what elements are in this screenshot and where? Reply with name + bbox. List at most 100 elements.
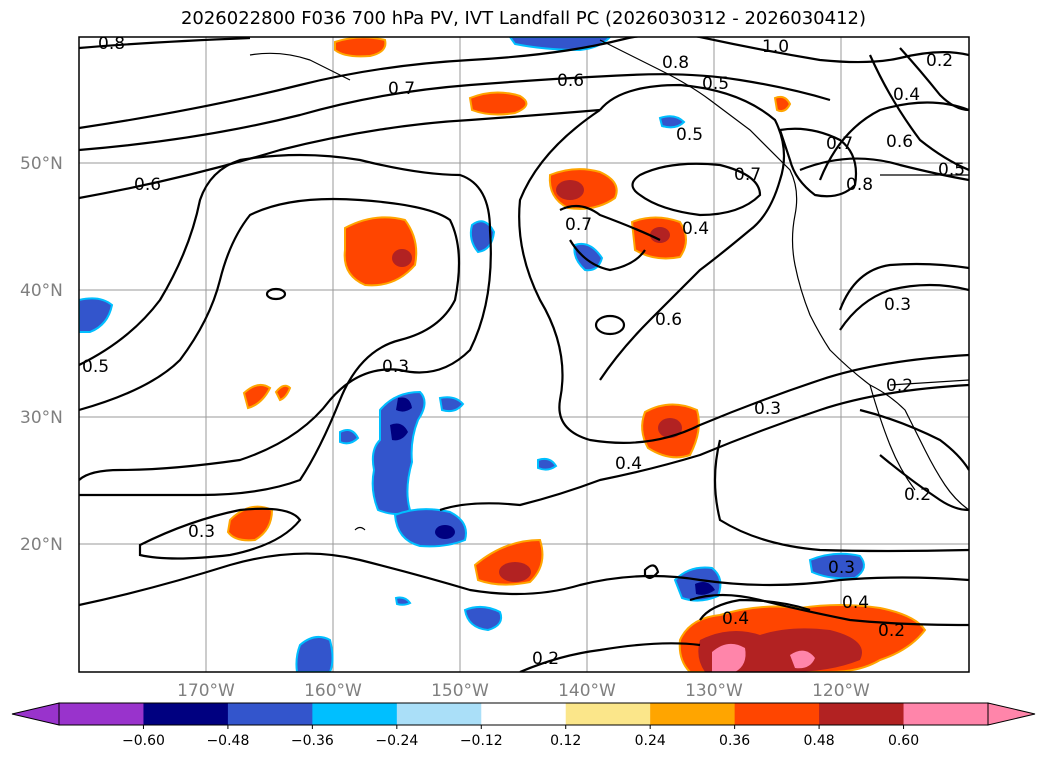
colorbar-tick-label: −0.48 [206,733,249,749]
lon-label: 160°W [304,681,362,701]
contour-line [79,153,492,481]
contour-line [879,454,969,512]
pos-region [773,95,792,113]
pos-region [468,91,528,116]
neg-region [339,429,360,445]
contour-label: 0.3 [188,522,215,542]
lon-label: 170°W [177,681,235,701]
neg-region [394,596,412,606]
pos-peak [712,643,746,672]
contour-line [79,73,831,152]
border-us-mexico [889,379,969,386]
neg-core [435,525,455,539]
contour-line [79,108,601,200]
colorbar-tick-label: 0.36 [719,733,750,749]
contour-line [699,37,969,64]
contour-label: 0.6 [134,175,161,195]
contour-label: 0.7 [388,79,415,99]
contour-line [839,283,969,331]
neg-core [396,397,412,412]
contour-label: 0.6 [557,71,584,91]
contour-label: 0.5 [676,125,703,145]
lat-label: 20°N [20,535,63,555]
pos-core [499,562,531,582]
neg-region [371,390,426,515]
pos-core [556,180,584,200]
contour-line [559,204,661,241]
colorbar-bin [734,703,820,725]
contour-line [699,598,811,621]
neg-region [438,396,465,413]
colorbar-bin [565,703,651,725]
coastline-west-america [599,39,969,511]
neg-region [295,635,334,672]
colorbar-tick-label: −0.60 [122,733,165,749]
neg-region [79,297,114,333]
contour-label: 1.0 [762,37,789,57]
lon-label: 150°W [431,681,489,701]
pos-region [242,383,272,410]
contour-label: 0.6 [886,132,913,152]
colorbar-bin [227,703,313,725]
neg-core [695,582,715,595]
colorbar-ticks: −0.60 −0.48 −0.36 −0.24 −0.12 0.12 0.24 0.36 0.4… [122,725,919,749]
lon-label: 140°W [558,681,616,701]
contour-line [599,83,786,381]
colorbar-extend-max [987,702,1036,726]
colorbar-bins [59,703,989,725]
pv-contours [79,37,969,672]
contour-line [519,642,701,672]
contour-line [79,37,251,50]
contour-line [899,47,969,112]
contour-label: 0.2 [926,51,953,71]
colorbar-bin [396,703,482,725]
contour-line [79,197,461,497]
contour-line [439,383,969,512]
colorbar-bin [903,703,989,725]
contour-line [569,239,646,272]
contour-label: 0.4 [615,454,642,474]
longitude-labels: 170°W 160°W 150°W 140°W 130°W 120°W [177,681,870,701]
neg-region [658,115,686,129]
coastlines [249,39,969,531]
contour-label: 0.4 [722,609,749,629]
colorbar-outline [58,702,989,726]
coastline-aleutians [249,52,351,81]
contour-label: 0.5 [702,74,729,94]
contour-labels: 0.8 1.0 0.7 0.6 0.8 0.5 0.5 0.4 0.7 0.6 … [82,34,965,669]
contour-label: 0.3 [828,558,855,578]
neg-region [469,220,496,254]
contour-label: 0.7 [826,134,853,154]
lon-label: 120°W [812,681,870,701]
contour-label: 0.3 [754,399,781,419]
contour-line [868,54,969,172]
plot-title: 2026022800 F036 700 hPa PV, IVT Landfall… [180,8,867,29]
colorbar-tick-label: 0.24 [635,733,666,749]
contour-line [643,564,660,579]
pos-core [650,227,670,243]
pos-core [392,249,412,267]
colorbar-tick-label: 0.60 [888,733,919,749]
gridlines [79,37,969,672]
colorbar-bin [481,703,567,725]
colorbar-extend-min [11,702,60,726]
pos-region [226,505,274,542]
contour-line [518,109,969,444]
coastline-baja [869,384,916,491]
contour-line [631,162,762,217]
contour-label: 0.4 [842,593,869,613]
contour-label: 0.7 [734,165,761,185]
colorbar-bin [59,703,144,725]
contour-line [594,314,626,336]
contour-line [265,287,287,301]
contour-line [689,593,969,627]
colorbar-tick-label: −0.24 [375,733,418,749]
pos-region [274,384,292,402]
contour-line [79,37,700,130]
contour-line [713,439,969,553]
neg-region [537,457,558,471]
colorbar-tick-label: 0.48 [804,733,835,749]
neg-region [463,606,503,632]
contour-line [778,127,858,198]
